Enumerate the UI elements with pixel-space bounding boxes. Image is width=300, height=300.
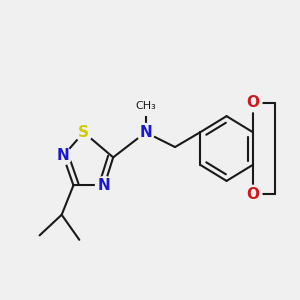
Circle shape [95,176,113,194]
Text: O: O [247,187,260,202]
Circle shape [244,94,262,112]
Text: S: S [78,125,89,140]
Text: O: O [247,95,260,110]
Circle shape [75,124,93,141]
Text: CH₃: CH₃ [135,101,156,111]
Text: N: N [57,148,70,164]
Text: N: N [139,125,152,140]
Circle shape [136,96,155,115]
Text: N: N [98,178,111,193]
Circle shape [137,124,154,141]
Circle shape [244,185,262,203]
Circle shape [54,147,72,165]
